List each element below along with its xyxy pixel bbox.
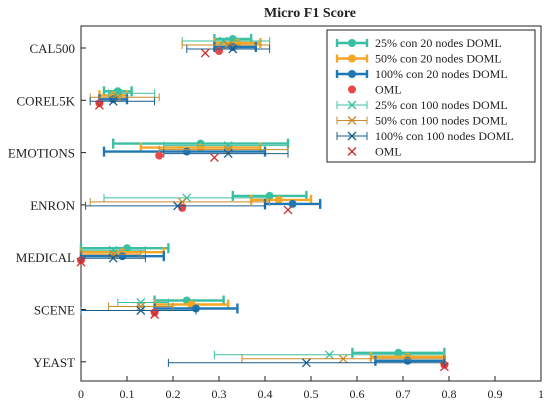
data-point [274, 195, 283, 204]
series-7 [76, 48, 449, 372]
y-tick-label: ENRON [30, 198, 75, 213]
data-point [403, 356, 412, 365]
legend-label: 50% con 100 nodes DOML [375, 114, 508, 128]
legend-item: 100% con 20 nodes DOML [335, 67, 508, 81]
series-layer [76, 34, 449, 372]
legend-box [326, 29, 536, 163]
y-axis: CAL500 COREL5K EMOTIONS ENRON MEDICAL SCENE YE… [8, 41, 86, 370]
y-tick-label: EMOTIONS [8, 146, 75, 161]
legend-item: 25% con 20 nodes DOML [335, 36, 502, 50]
legend-marker [348, 85, 356, 94]
legend-item: 50% con 100 nodes DOML [336, 114, 508, 128]
x-tick-label: 0.6 [350, 387, 365, 401]
legend: 25% con 20 nodes DOML 50% con 20 nodes DO… [326, 29, 536, 163]
legend-marker [348, 70, 356, 78]
data-point [150, 310, 160, 319]
data-point [223, 145, 233, 155]
data-point [324, 350, 334, 360]
data-point [136, 306, 146, 315]
legend-marker [348, 54, 356, 63]
x-tick-label: 0.7 [396, 387, 411, 401]
data-point [228, 44, 238, 54]
legend-marker [348, 39, 356, 47]
series-6 [80, 44, 445, 368]
y-tick-label: COREL5K [17, 93, 76, 108]
data-point [288, 199, 297, 208]
data-point [136, 302, 146, 311]
legend-label: 50% con 20 nodes DOML [375, 52, 502, 66]
data-point [136, 298, 146, 307]
legend-label: OML [375, 145, 402, 159]
legend-label: OML [375, 83, 402, 97]
data-point [118, 252, 127, 261]
data-point [223, 141, 233, 151]
data-point [338, 354, 348, 364]
data-point [108, 245, 118, 255]
data-point [94, 100, 104, 110]
x-tick-label: 0.3 [212, 387, 227, 401]
legend-item: 100% con 100 nodes DOML [336, 129, 514, 143]
legend-marker [347, 131, 357, 141]
data-point [209, 153, 219, 163]
x-tick-label: 0.2 [166, 387, 181, 401]
data-point [283, 205, 293, 215]
legend-label: 100% con 20 nodes DOML [375, 67, 508, 81]
legend-marker [347, 116, 357, 125]
data-point [76, 257, 86, 267]
chart-title: Micro F1 Score [264, 6, 356, 21]
y-tick-label: SCENE [34, 303, 75, 318]
legend-item: OML [347, 145, 402, 159]
data-point [173, 201, 183, 211]
legend-marker [347, 147, 357, 156]
data-point [215, 47, 223, 55]
data-point [155, 151, 164, 160]
x-tick-label: 0.8 [442, 387, 457, 401]
y-tick-label: YEAST [33, 355, 75, 370]
data-point [200, 48, 210, 58]
y-tick-label: MEDICAL [16, 250, 75, 265]
data-point [439, 362, 449, 372]
data-point [113, 88, 123, 98]
x-tick-label: 0.4 [258, 387, 273, 401]
x-axis: 0 0.1 0.2 0.3 0.4 0.5 0.6 0.7 0.8 0.9 1 [78, 376, 544, 401]
x-tick-label: 0 [78, 387, 84, 401]
legend-item: OML [348, 83, 402, 97]
legend-label: 25% con 100 nodes DOML [375, 98, 508, 112]
data-point [108, 253, 118, 263]
legend-label: 100% con 100 nodes DOML [375, 129, 514, 143]
x-tick-label: 0.1 [120, 387, 135, 401]
y-tick-label: CAL500 [30, 41, 76, 56]
data-point [301, 358, 311, 368]
legend-label: 25% con 20 nodes DOML [375, 36, 502, 50]
data-point [108, 249, 118, 259]
data-point [108, 96, 118, 106]
x-tick-label: 1 [538, 387, 544, 401]
legend-marker [347, 100, 357, 110]
data-point [223, 149, 233, 159]
data-point [182, 147, 191, 156]
x-tick-label: 0.5 [304, 387, 319, 401]
legend-item: 25% con 100 nodes DOML [336, 98, 508, 112]
x-tick-label: 0.9 [488, 387, 503, 401]
legend-item: 50% con 20 nodes DOML [335, 52, 502, 66]
